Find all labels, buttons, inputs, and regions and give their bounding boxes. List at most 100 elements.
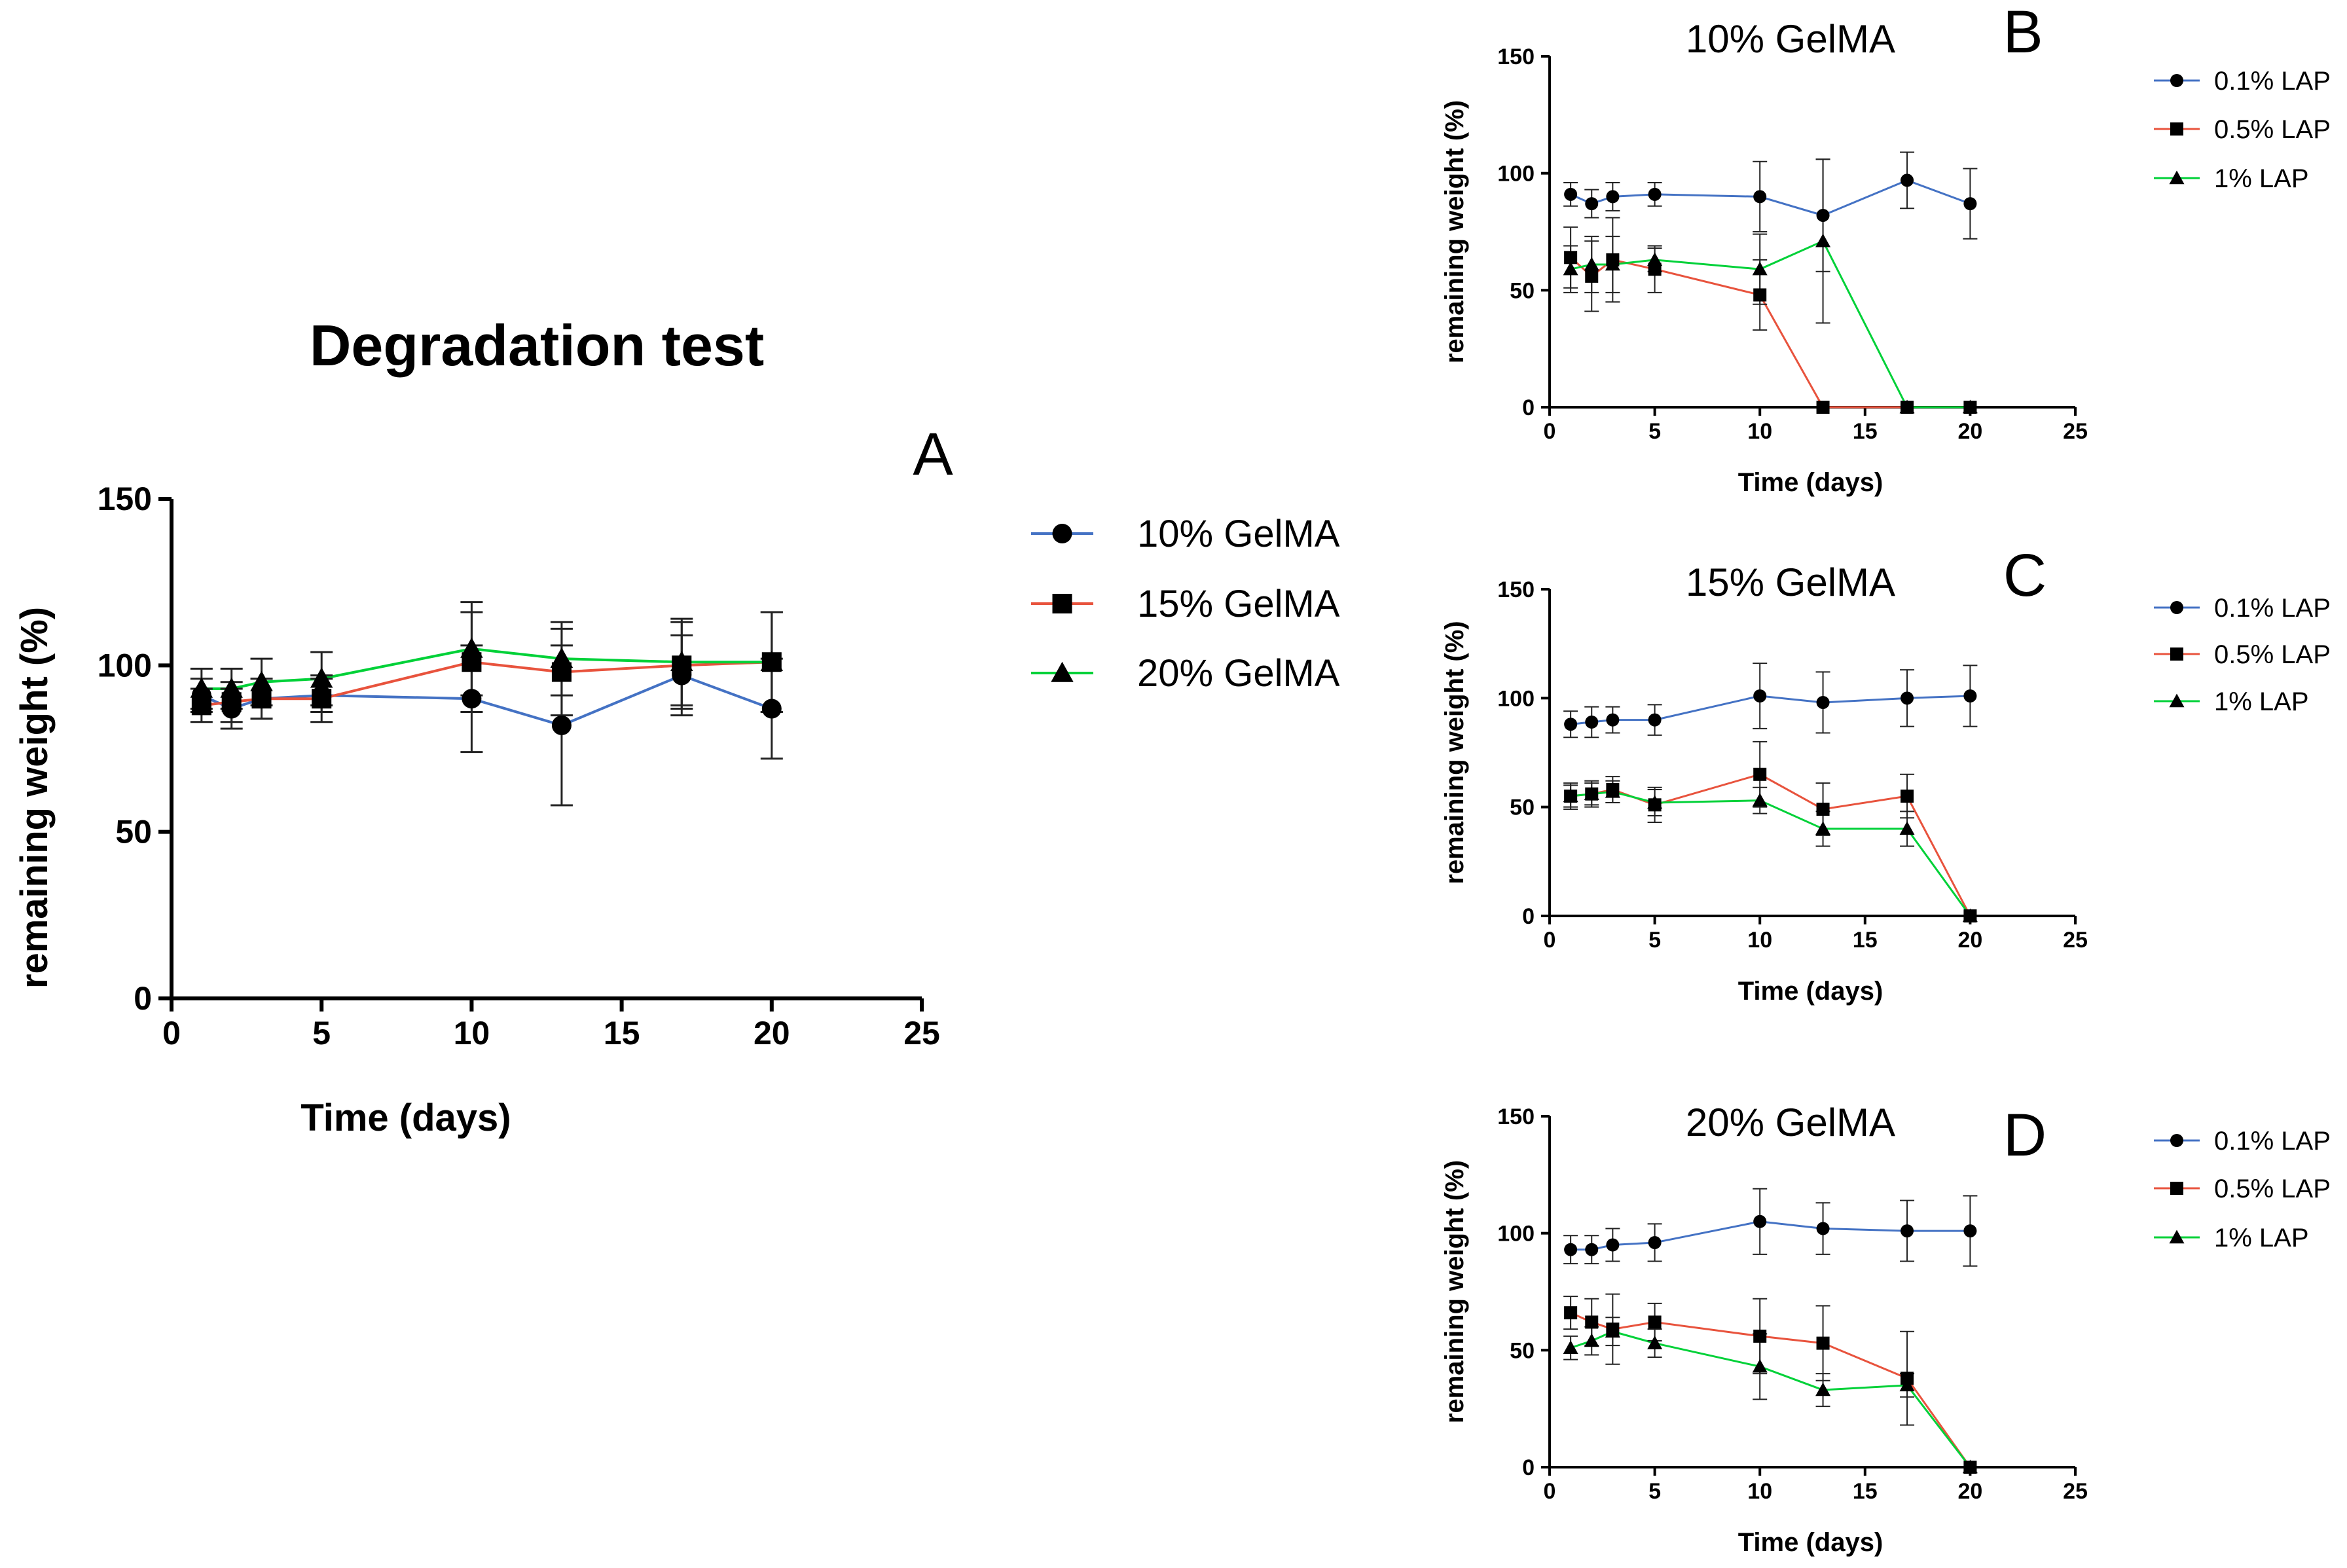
data-point [1815, 1382, 1831, 1396]
data-point [1585, 715, 1599, 729]
data-point [190, 677, 213, 698]
y-tick-label: 150 [1497, 577, 1535, 602]
legend-marker [1052, 524, 1072, 543]
data-point [1648, 1235, 1662, 1249]
data-point [1605, 784, 1620, 798]
y-tick-label: 50 [1510, 795, 1535, 820]
legend-marker [2170, 1134, 2183, 1147]
legend-marker [1051, 661, 1074, 682]
y-tick-label: 0 [1522, 1455, 1535, 1480]
data-point [551, 715, 572, 735]
data-point [1584, 257, 1599, 271]
data-point [312, 689, 332, 709]
series-0-5-lap [1570, 257, 1971, 409]
series-line [1570, 240, 1971, 409]
panel-letter: B [2003, 0, 2043, 65]
series-line [1570, 1330, 1971, 1468]
y-tick-label: 100 [1497, 162, 1535, 187]
y-tick-label: 150 [1497, 1104, 1535, 1129]
x-tick-label: 0 [1544, 1479, 1556, 1504]
y-tick-label: 50 [115, 814, 152, 850]
legend-marker [2169, 693, 2185, 708]
data-point [1899, 399, 1915, 414]
x-tick-label: 10 [454, 1015, 490, 1051]
data-point [1899, 1377, 1915, 1392]
data-point [1815, 821, 1831, 835]
data-point [250, 670, 273, 691]
y-tick-label: 50 [1510, 278, 1535, 303]
x-tick-label: 15 [1853, 1479, 1878, 1504]
x-tick-label: 20 [1957, 928, 1982, 953]
data-point [1585, 1243, 1599, 1256]
data-point [1753, 288, 1767, 302]
data-points [1564, 251, 1977, 414]
x-tick-label: 10 [1747, 1479, 1772, 1504]
data-point [1901, 691, 1914, 705]
legend-marker [2170, 647, 2183, 661]
data-point [1564, 1243, 1578, 1256]
error-bars [190, 601, 783, 714]
panel-letter: C [2003, 542, 2047, 609]
data-points [1563, 233, 1978, 414]
chart-title: 10% GelMA [1686, 17, 1895, 61]
y-axis-label: remaining weight (%) [1440, 621, 1469, 884]
chart-panel-d: 20% GelMA D 0 50 100 150 0 5 10 15 20 25 Time (days)… [1440, 1101, 2331, 1557]
x-tick-label: 25 [2063, 1479, 2088, 1504]
error-bars [1563, 151, 1978, 272]
data-point [1585, 197, 1599, 211]
legend-marker [2170, 74, 2183, 87]
x-tick-label: 5 [1648, 419, 1661, 444]
x-tick-label: 15 [1853, 419, 1878, 444]
data-point [1648, 263, 1662, 276]
data-point [1564, 251, 1578, 264]
data-point [1563, 261, 1578, 276]
chart-title: Degradation test [310, 313, 764, 378]
data-points [1563, 1324, 1978, 1474]
x-tick-label: 15 [1853, 928, 1878, 953]
series-line [1570, 257, 1971, 409]
data-point [1962, 1459, 1978, 1474]
data-point [550, 647, 573, 668]
data-point [1752, 1358, 1768, 1373]
chart-title: 20% GelMA [1686, 1101, 1895, 1144]
legend-marker [2170, 122, 2183, 136]
data-point [191, 695, 211, 716]
data-point [1563, 788, 1578, 803]
data-point [1816, 401, 1830, 414]
data-points [1563, 784, 1978, 922]
y-tick-label: 0 [1522, 904, 1535, 929]
y-tick-label: 100 [1497, 1222, 1535, 1247]
data-points [1564, 767, 1977, 922]
x-tick-label: 10 [1747, 419, 1772, 444]
legend-label: 1% LAP [2214, 1224, 2309, 1252]
series-1-lap [1570, 240, 1971, 409]
data-point [1606, 713, 1620, 727]
x-tick-label: 25 [2063, 419, 2088, 444]
legend-label: 0.1% LAP [2214, 594, 2331, 623]
data-point [1963, 1224, 1977, 1238]
data-point [1815, 233, 1831, 247]
error-bars [190, 611, 783, 723]
x-tick-label: 5 [1648, 1479, 1661, 1504]
y-tick-label: 150 [1497, 45, 1535, 69]
data-point [1585, 1315, 1599, 1329]
x-tick-label: 0 [1544, 928, 1556, 953]
data-point [1901, 173, 1914, 187]
legend: 0.1% LAP 0.5% LAP 1% LAP [2154, 67, 2331, 193]
x-tick-label: 25 [2063, 928, 2088, 953]
data-point [1753, 190, 1767, 204]
data-point [1752, 793, 1768, 807]
legend-label: 0.5% LAP [2214, 115, 2331, 144]
data-point [1901, 1224, 1914, 1238]
x-tick-label: 0 [1544, 419, 1556, 444]
data-point [1963, 197, 1977, 211]
legend-label: 0.5% LAP [2214, 640, 2331, 669]
data-point [1753, 689, 1767, 703]
data-point [670, 650, 693, 672]
legend: 0.1% LAP 0.5% LAP 1% LAP [2154, 1127, 2331, 1252]
legend-label: 1% LAP [2214, 687, 2309, 716]
data-point [1816, 802, 1830, 816]
legend: 10% GelMA 15% GelMA 20% GelMA [1031, 513, 1340, 695]
y-tick-label: 150 [98, 481, 152, 517]
error-bars [1563, 158, 1830, 324]
